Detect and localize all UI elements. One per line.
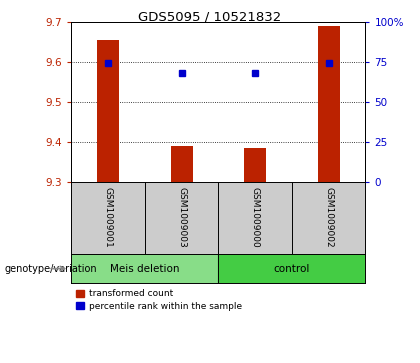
Bar: [97, 40, 119, 182]
Bar: [318, 26, 340, 182]
Text: GSM1009000: GSM1009000: [251, 187, 260, 248]
Bar: [218, 254, 365, 283]
Text: control: control: [274, 264, 310, 274]
Bar: [244, 148, 266, 182]
Text: GSM1009003: GSM1009003: [177, 187, 186, 248]
Text: GSM1009002: GSM1009002: [324, 187, 333, 248]
Text: genotype/variation: genotype/variation: [4, 264, 97, 274]
Bar: [71, 254, 218, 283]
Legend: transformed count, percentile rank within the sample: transformed count, percentile rank withi…: [76, 289, 242, 311]
Text: Meis deletion: Meis deletion: [110, 264, 180, 274]
Text: GDS5095 / 10521832: GDS5095 / 10521832: [138, 11, 282, 24]
Bar: [171, 146, 193, 182]
Text: GSM1009001: GSM1009001: [104, 187, 113, 248]
